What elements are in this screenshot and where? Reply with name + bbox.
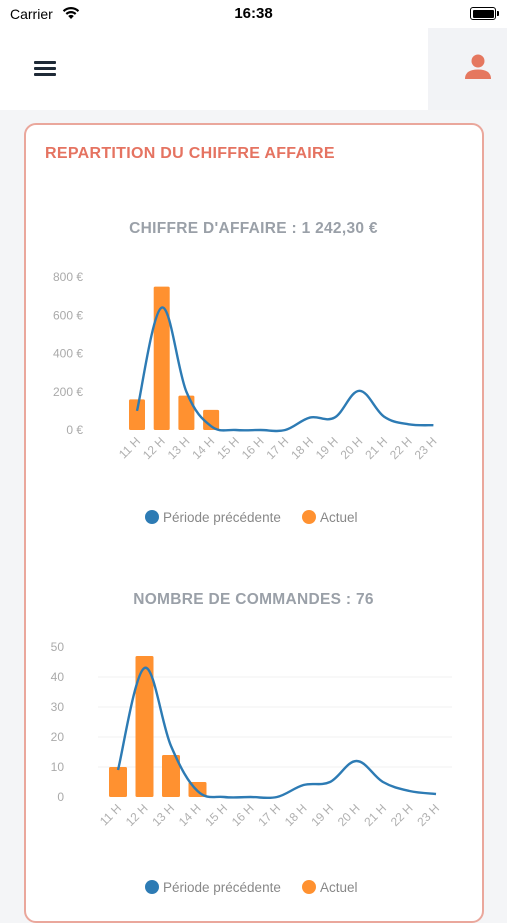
bar-13h — [178, 395, 195, 430]
x-axis-tick-label: 17 H — [263, 434, 291, 462]
app-header — [0, 28, 507, 110]
battery-icon — [470, 7, 496, 20]
status-bar: Carrier 16:38 — [0, 0, 507, 28]
bar-12h — [135, 656, 154, 797]
y-axis-tick-label: 20 — [51, 730, 65, 744]
wifi-icon — [62, 7, 80, 19]
x-axis-tick-label: 11 H — [97, 801, 124, 828]
x-axis-tick-label: 12 H — [140, 434, 168, 462]
bar-13h — [162, 755, 180, 797]
x-axis-tick-label: 21 H — [362, 434, 390, 462]
x-axis-tick-label: 19 H — [313, 434, 341, 462]
x-axis-tick-label: 14 H — [189, 434, 217, 462]
bar-14h — [203, 409, 220, 430]
x-axis-tick-label: 18 H — [288, 434, 316, 462]
y-axis-tick-label: 200 € — [53, 385, 83, 399]
y-axis-tick-label: 400 € — [53, 347, 83, 361]
bar-11h — [109, 767, 127, 797]
x-axis-tick-label: 19 H — [308, 801, 336, 829]
legend-marker-current — [302, 510, 316, 524]
revenue-chart: CHIFFRE D'AFFAIRE : 1 242,30 € 0 € 200 € 40… — [53, 220, 440, 525]
x-axis-tick-label: 18 H — [282, 801, 310, 829]
previous-period-line — [135, 306, 434, 433]
x-axis-tick-label: 16 H — [229, 801, 257, 829]
legend-marker-current — [302, 880, 316, 894]
x-axis-tick-label: 16 H — [239, 434, 267, 462]
x-axis-tick-label: 21 H — [361, 801, 389, 829]
chart-title: CHIFFRE D'AFFAIRE : 1 242,30 € — [129, 220, 378, 237]
x-axis-tick-label: 15 H — [202, 801, 230, 829]
y-axis-tick-label: 10 — [51, 760, 65, 774]
carrier-label: Carrier — [10, 6, 53, 22]
menu-button[interactable] — [26, 50, 62, 86]
x-axis-tick-label: 23 H — [414, 801, 442, 829]
legend-label: Période précédente — [163, 510, 281, 525]
y-axis-tick-label: 40 — [51, 670, 65, 684]
y-axis-tick-label: 600 € — [53, 308, 83, 322]
bar-12h — [153, 286, 170, 430]
user-icon — [465, 54, 491, 79]
previous-period-line — [116, 666, 437, 800]
card-title: REPARTITION DU CHIFFRE AFFAIRE — [45, 145, 335, 162]
x-axis-tick-label: 15 H — [214, 434, 242, 462]
x-axis-tick-label: 22 H — [387, 434, 415, 462]
bar-11h — [129, 399, 145, 430]
x-axis-tick-label: 13 H — [165, 434, 193, 462]
x-axis-tick-label: 14 H — [176, 801, 204, 829]
x-axis-tick-label: 17 H — [255, 801, 283, 829]
legend-marker-previous — [145, 510, 159, 524]
y-axis-tick-label: 0 € — [66, 423, 83, 437]
chart-title: NOMBRE DE COMMANDES : 76 — [133, 591, 374, 608]
x-axis-tick-label: 20 H — [338, 434, 366, 462]
x-axis-tick-label: 22 H — [388, 801, 416, 829]
y-axis-tick-label: 30 — [51, 700, 65, 714]
legend-label: Actuel — [320, 880, 358, 895]
user-profile-button[interactable] — [428, 28, 507, 110]
y-axis-tick-label: 800 € — [53, 270, 83, 284]
x-axis-tick-label: 13 H — [149, 801, 177, 829]
x-axis-tick-label: 20 H — [335, 801, 363, 829]
legend-marker-previous — [145, 880, 159, 894]
battery-tip — [497, 11, 499, 16]
y-axis-tick-label: 50 — [51, 640, 65, 654]
x-axis-tick-label: 23 H — [412, 434, 440, 462]
legend-label: Actuel — [320, 510, 358, 525]
x-axis-tick-label: 11 H — [116, 434, 143, 461]
y-axis-tick-label: 0 — [57, 790, 64, 804]
legend-label: Période précédente — [163, 880, 281, 895]
x-axis-tick-label: 12 H — [123, 801, 151, 829]
clock: 16:38 — [234, 5, 273, 22]
